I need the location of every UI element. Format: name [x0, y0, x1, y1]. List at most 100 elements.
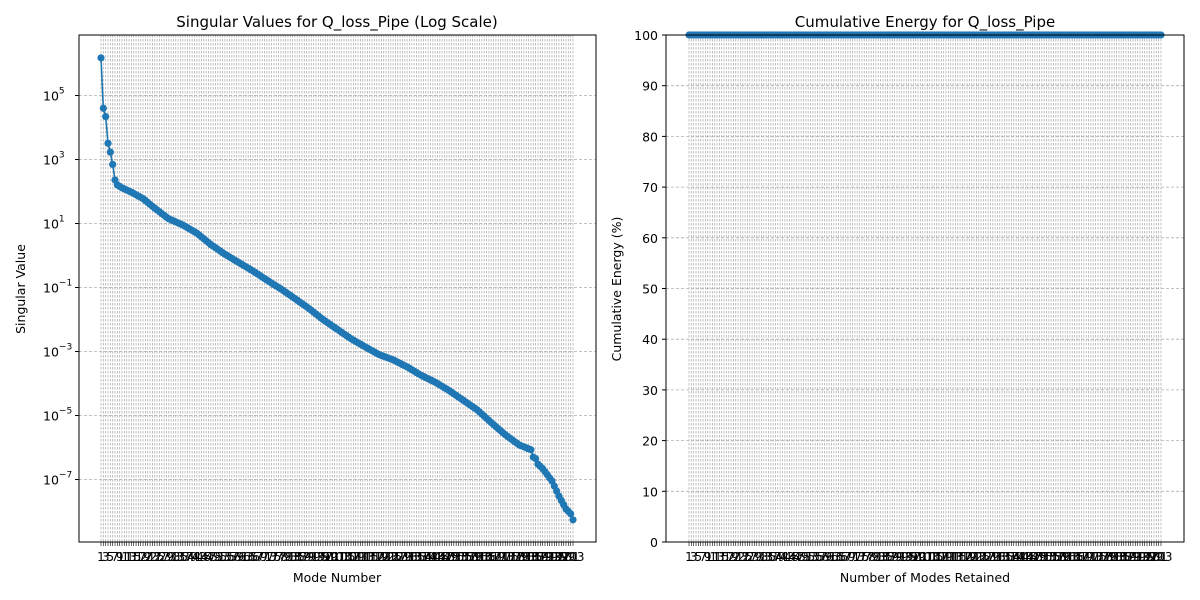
right-x-tick-label: 115: [944, 550, 967, 564]
right-x-tick-label: 53: [803, 550, 818, 564]
right-x-tick-label: 203: [1150, 550, 1173, 564]
left-x-tick-label: 67: [248, 550, 263, 564]
right-x-tick-label: 185: [1107, 550, 1130, 564]
left-x-tick-label: 89: [299, 550, 314, 564]
right-x-tick-label: 39: [770, 550, 785, 564]
left-x-tick-label: 145: [426, 550, 449, 564]
right-x-tick-label: 195: [1131, 550, 1154, 564]
right-x-tick-label: 73: [850, 550, 865, 564]
left-x-tick-label: 101: [323, 550, 346, 564]
left-x-tick-label: 189: [529, 550, 552, 564]
right-y-tick-label: 0: [650, 535, 658, 550]
left-x-tick-label: 149: [435, 550, 458, 564]
left-x-axis-label: Mode Number: [293, 570, 382, 585]
right-y-tick-label: 100: [634, 28, 658, 43]
left-x-tick-label: 161: [463, 550, 486, 564]
right-x-tick-label: 51: [798, 550, 813, 564]
right-x-tick-label: 107: [925, 550, 948, 564]
left-data-point: [99, 104, 107, 112]
right-x-tick-label: 77: [859, 550, 874, 564]
left-x-tick-label: 171: [487, 550, 510, 564]
left-x-tick-label: 115: [356, 550, 379, 564]
right-x-tick-label: 101: [911, 550, 934, 564]
left-x-tick-label: 23: [145, 550, 160, 564]
left-x-tick-label: 83: [285, 550, 300, 564]
left-data-point: [532, 454, 540, 463]
right-y-tick-label: 30: [642, 383, 658, 398]
left-x-tick-label: 173: [491, 550, 514, 564]
right-x-tick-label: 201: [1145, 550, 1168, 564]
left-x-tick-label: 37: [177, 550, 192, 564]
left-x-tick-label: 33: [168, 550, 183, 564]
left-x-tick-label: 191: [534, 550, 557, 564]
left-x-tick-label: 187: [524, 550, 547, 564]
right-y-tick-label: 50: [642, 282, 658, 297]
right-x-axis-label: Number of Modes Retained: [840, 570, 1010, 585]
left-x-tick-label: 5: [107, 550, 115, 564]
right-x-tick-label: 109: [930, 550, 953, 564]
right-x-tick-label: 189: [1117, 550, 1140, 564]
right-x-tick-label: 157: [1042, 550, 1065, 564]
left-x-tick-label: 125: [379, 550, 402, 564]
left-x-tick-label: 123: [375, 550, 398, 564]
right-x-tick-label: 167: [1065, 550, 1088, 564]
left-x-tick-label: 25: [149, 550, 164, 564]
right-x-tick-label: 79: [864, 550, 879, 564]
left-x-tick-label: 27: [154, 550, 169, 564]
left-x-tick-label: 157: [454, 550, 477, 564]
left-x-tick-label: 107: [337, 550, 360, 564]
left-x-tick-label: 71: [257, 550, 272, 564]
right-x-tick-label: 65: [831, 550, 846, 564]
right-x-tick-label: 85: [878, 550, 893, 564]
left-x-tick-label: 87: [294, 550, 309, 564]
right-x-tick-label: 117: [949, 550, 972, 564]
right-x-tick-label: 163: [1056, 550, 1079, 564]
left-x-tick-label: 103: [328, 550, 351, 564]
right-x-tick-label: 13: [709, 550, 724, 564]
left-x-tick-label: 135: [403, 550, 426, 564]
right-x-tick-label: 183: [1103, 550, 1126, 564]
left-x-tick-label: 185: [519, 550, 542, 564]
left-x-tick-label: 169: [482, 550, 505, 564]
left-x-tick-label: 55: [220, 550, 235, 564]
left-x-tick-label: 133: [398, 550, 421, 564]
right-x-tick-label: 177: [1089, 550, 1112, 564]
left-x-tick-label: 77: [271, 550, 286, 564]
right-x-tick-label: 121: [958, 550, 981, 564]
left-x-tick-label: 69: [252, 550, 267, 564]
left-y-tick-label: 10−1: [43, 279, 72, 296]
left-x-tick-label: 99: [322, 550, 337, 564]
right-x-tick-label: 87: [882, 550, 897, 564]
left-x-tick-label: 177: [501, 550, 524, 564]
right-x-tick-label: 1: [685, 550, 693, 564]
right-x-tick-label: 43: [779, 550, 794, 564]
left-x-tick-label: 163: [468, 550, 491, 564]
left-x-tick-label: 153: [445, 550, 468, 564]
left-x-tick-label: 139: [412, 550, 435, 564]
right-x-tick-label: 181: [1098, 550, 1121, 564]
right-x-tick-label: 93: [896, 550, 911, 564]
right-x-tick-label: 99: [910, 550, 925, 564]
left-x-tick-label: 113: [351, 550, 374, 564]
left-data-point: [527, 446, 535, 454]
right-x-tick-label: 127: [972, 550, 995, 564]
right-gridlines: [666, 35, 1184, 542]
right-x-tick-label: 111: [935, 550, 958, 564]
right-x-tick-label: 187: [1112, 550, 1135, 564]
right-y-tick-label: 70: [642, 180, 658, 195]
left-x-tick-label: 13: [121, 550, 136, 564]
right-x-tick-label: 153: [1033, 550, 1056, 564]
right-x-tick-label: 133: [986, 550, 1009, 564]
right-x-ticks: 1357911131517192123252729313335373941434…: [685, 542, 1172, 564]
right-x-tick-label: 147: [1019, 550, 1042, 564]
right-x-tick-label: 75: [854, 550, 869, 564]
right-x-tick-label: 165: [1061, 550, 1084, 564]
right-x-tick-label: 137: [995, 550, 1018, 564]
left-data-point: [567, 510, 575, 518]
left-x-tick-label: 159: [459, 550, 482, 564]
left-x-tick-label: 167: [477, 550, 500, 564]
left-x-tick-label: 147: [431, 550, 454, 564]
left-x-tick-label: 151: [440, 550, 463, 564]
